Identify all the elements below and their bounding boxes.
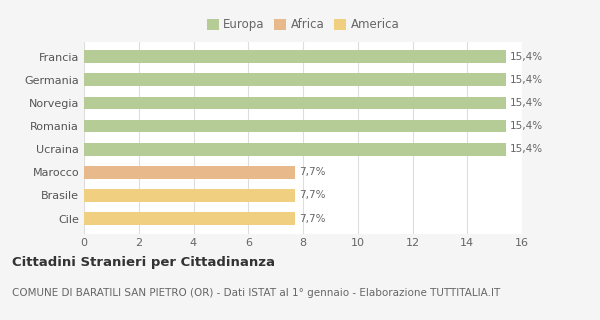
Text: 7,7%: 7,7% (299, 213, 325, 223)
Bar (84, 166, 295, 179)
Text: Cittadini Stranieri per Cittadinanza: Cittadini Stranieri per Cittadinanza (12, 256, 275, 269)
Text: 15,4%: 15,4% (509, 144, 543, 154)
Text: 15,4%: 15,4% (509, 75, 543, 85)
Bar (84, 189, 295, 202)
Text: COMUNE DI BARATILI SAN PIETRO (OR) - Dati ISTAT al 1° gennaio - Elaborazione TUT: COMUNE DI BARATILI SAN PIETRO (OR) - Dat… (12, 288, 500, 298)
Bar (84, 50, 506, 63)
Legend: Europa, Africa, America: Europa, Africa, America (205, 16, 401, 34)
Text: 7,7%: 7,7% (299, 190, 325, 200)
Bar (84, 120, 506, 132)
Text: 7,7%: 7,7% (299, 167, 325, 177)
Text: 15,4%: 15,4% (509, 52, 543, 62)
Bar (84, 74, 506, 86)
Bar (84, 97, 506, 109)
Bar (84, 143, 506, 156)
Text: 15,4%: 15,4% (509, 98, 543, 108)
Text: 15,4%: 15,4% (509, 121, 543, 131)
Bar (84, 212, 295, 225)
